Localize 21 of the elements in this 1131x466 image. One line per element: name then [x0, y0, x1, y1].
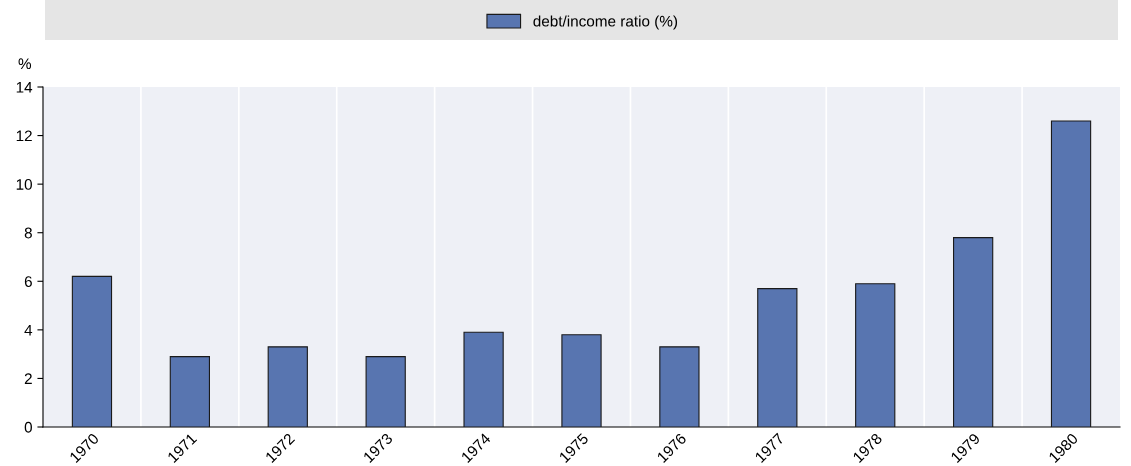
y-tick-label: 4: [24, 324, 33, 336]
bar: [463, 331, 504, 427]
y-tick-label: 14: [16, 82, 33, 93]
bar: [1050, 120, 1092, 427]
bar: [169, 356, 211, 427]
y-tick-label: 0: [24, 421, 32, 433]
legend-label: debt/income ratio (%): [533, 15, 678, 30]
bar: [659, 346, 700, 427]
y-tick-label: 12: [16, 130, 32, 142]
bar: [952, 237, 994, 427]
bar: [561, 334, 602, 427]
bar: [365, 356, 406, 427]
bar: [757, 288, 798, 427]
bar: [855, 283, 896, 427]
y-tick-label: 8: [24, 227, 32, 239]
y-tick-label: 10: [16, 179, 32, 190]
bar: [267, 346, 308, 427]
y-axis-title: %: [18, 58, 32, 70]
y-tick-label: 2: [24, 373, 32, 384]
y-tick-label: 6: [24, 276, 32, 287]
bar: [71, 275, 113, 427]
